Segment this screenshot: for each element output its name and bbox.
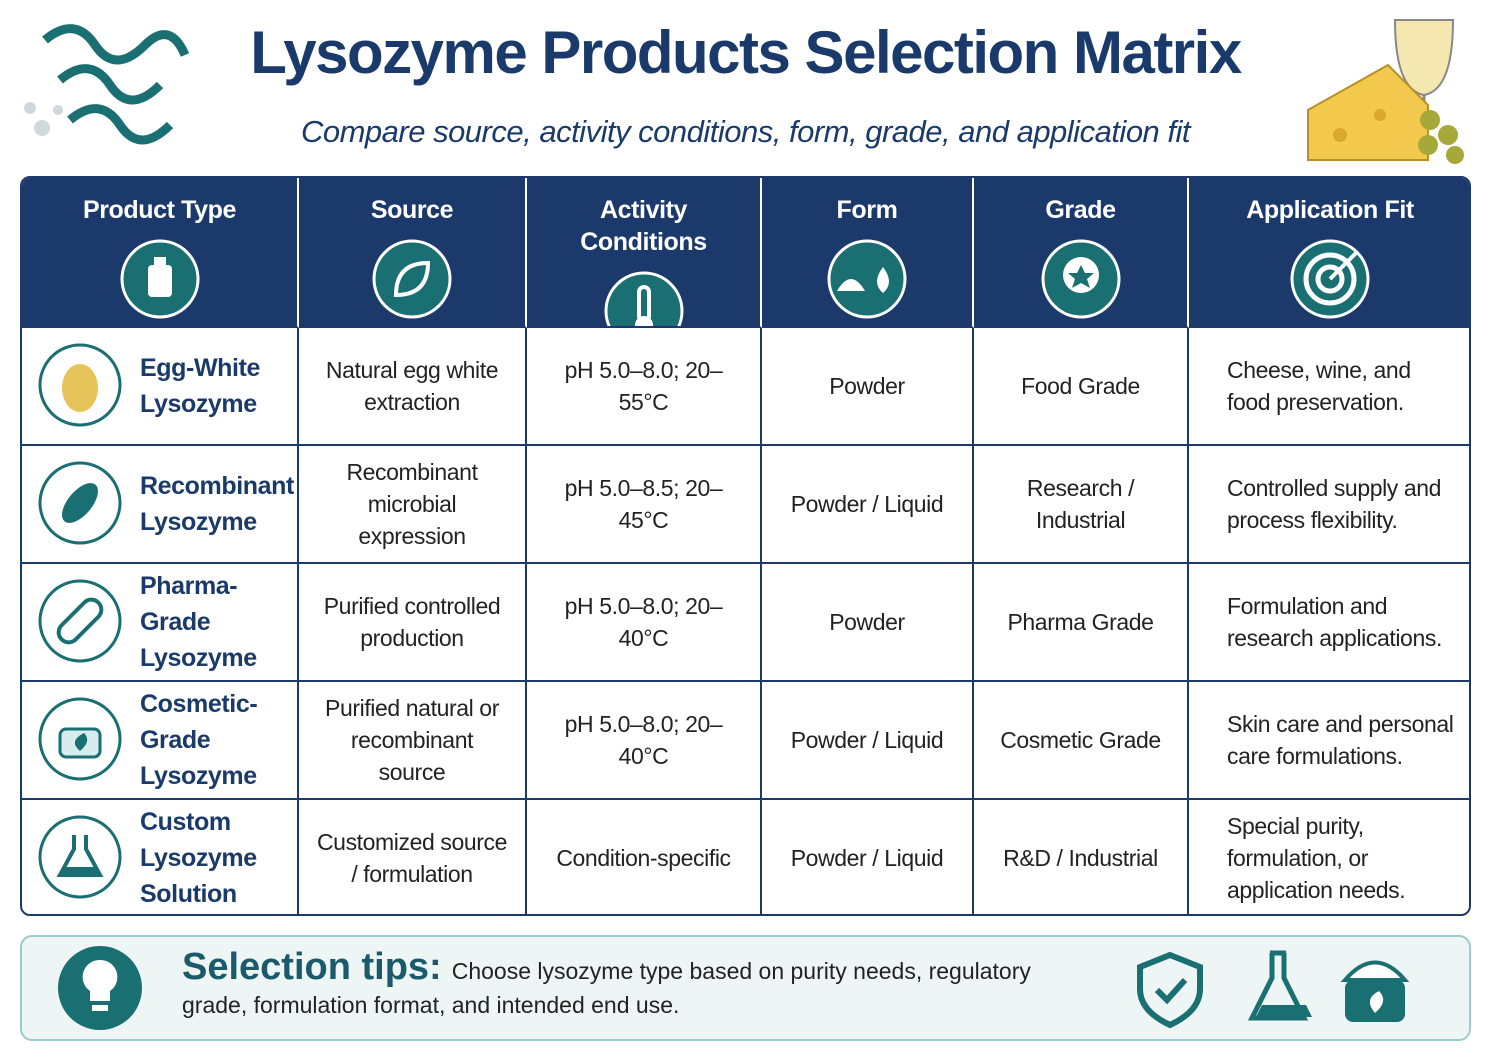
table-cell: Powder: [762, 564, 974, 682]
protein-icon: [42, 24, 190, 145]
column-header: Grade: [974, 178, 1189, 328]
column-header: Form: [762, 178, 974, 328]
column-title: Grade: [1045, 196, 1116, 224]
table-cell: pH 5.0–8.5; 20–45°C: [527, 446, 762, 564]
cell-text: Custom Lysozyme Solution: [140, 808, 257, 908]
table-cell: Skin care and personal care formulations…: [1189, 682, 1469, 800]
cell-text: Powder / Liquid: [790, 491, 944, 517]
subtitle: Compare source, activity conditions, for…: [300, 114, 1191, 149]
column-title: Activity Conditions: [580, 196, 707, 256]
cell-text: Formulation and research applications.: [1227, 593, 1442, 651]
cell-text: Special purity, formulation, or applicat…: [1227, 813, 1406, 903]
tips-text: Selection tips: Choose lysozyme type base…: [182, 948, 1102, 1022]
cheese-wine-icon: [1307, 19, 1464, 164]
cell-text: Food Grade: [1021, 373, 1140, 399]
icon: [38, 343, 122, 427]
icon: [120, 239, 199, 319]
table-cell: Powder / Liquid: [762, 800, 974, 914]
tips-body: Choose lysozyme type based on purity nee…: [182, 958, 1031, 1018]
cell-text: Natural egg white extraction: [325, 357, 499, 415]
table-cell: Formulation and research applications.: [1189, 564, 1469, 682]
table-cell: pH 5.0–8.0; 20–40°C: [527, 564, 762, 682]
table-cell: Controlled supply and process flexibilit…: [1189, 446, 1469, 564]
cell-text: Powder / Liquid: [790, 845, 944, 871]
cell-text: Cosmetic Grade: [1000, 727, 1161, 753]
column-title: Form: [836, 196, 898, 224]
product-name: Custom Lysozyme Solution: [22, 800, 299, 914]
tips-icons: [58, 946, 1410, 1030]
table-cell: Cosmetic Grade: [974, 682, 1189, 800]
product-name: Recombinant Lysozyme: [22, 446, 299, 564]
cell-text: Powder: [829, 373, 905, 399]
matrix-table: Product Type Source Activity Conditions For…: [20, 176, 1471, 916]
icon: [38, 579, 122, 663]
cell-text: Cheese, wine, and food preservation.: [1227, 357, 1411, 415]
cell-text: Pharma-Grade Lysozyme: [140, 572, 257, 672]
icon: [38, 461, 122, 545]
table-cell: Special purity, formulation, or applicat…: [1189, 800, 1469, 914]
table-cell: pH 5.0–8.0; 20–40°C: [527, 682, 762, 800]
column-title: Source: [370, 196, 454, 224]
table-cell: Purified controlled production: [299, 564, 527, 682]
cell-text: pH 5.0–8.5; 20–45°C: [564, 475, 723, 533]
table-cell: Cheese, wine, and food preservation.: [1189, 328, 1469, 446]
cell-text: Purified controlled production: [323, 593, 501, 651]
column-title: Product Type: [82, 196, 237, 224]
cell-text: Research / Industrial: [1026, 475, 1135, 533]
cell-text: Controlled supply and process flexibilit…: [1227, 475, 1442, 533]
column-title: Application Fit: [1246, 196, 1414, 224]
table-cell: Customized source / formulation: [299, 800, 527, 914]
cell-text: Pharma Grade: [1007, 609, 1154, 635]
table-cell: pH 5.0–8.0; 20–55°C: [527, 328, 762, 446]
cell-text: pH 5.0–8.0; 20–40°C: [564, 711, 723, 769]
tips-box: [20, 935, 1471, 1041]
cell-text: pH 5.0–8.0; 20–55°C: [564, 357, 723, 415]
cell-text: Skin care and personal care formulations…: [1227, 711, 1454, 769]
cell-text: Condition-specific: [556, 845, 731, 871]
table-cell: Natural egg white extraction: [299, 328, 527, 446]
product-name: Egg-White Lysozyme: [22, 328, 299, 446]
column-header: Application Fit: [1189, 178, 1469, 328]
table-cell: Research / Industrial: [974, 446, 1189, 564]
cell-text: Purified natural or recombinant source: [325, 695, 499, 785]
table-cell: R&D / Industrial: [974, 800, 1189, 914]
cell-text: Powder: [829, 609, 905, 635]
icon: [38, 697, 122, 781]
table-cell: Food Grade: [974, 328, 1189, 446]
column-header: Activity Conditions: [527, 178, 762, 328]
tips-label: Selection tips:: [182, 946, 442, 988]
cell-text: Egg-White Lysozyme: [140, 354, 260, 418]
table-cell: Powder / Liquid: [762, 682, 974, 800]
table-cell: Powder: [762, 328, 974, 446]
column-header: Source: [299, 178, 527, 328]
table-cell: Purified natural or recombinant source: [299, 682, 527, 800]
cell-text: Recombinant Lysozyme: [140, 472, 294, 536]
icon: [604, 271, 683, 326]
cell-text: R&D / Industrial: [1003, 845, 1158, 871]
cell-text: Cosmetic-Grade Lysozyme: [140, 690, 258, 790]
table-cell: Powder / Liquid: [762, 446, 974, 564]
table-cell: Pharma Grade: [974, 564, 1189, 682]
cell-text: pH 5.0–8.0; 20–40°C: [564, 593, 723, 651]
cell-text: Customized source / formulation: [316, 829, 508, 887]
cell-text: Recombinant microbial expression: [346, 459, 478, 549]
icon: [38, 815, 122, 899]
icon: [1290, 239, 1370, 319]
product-name: Pharma-Grade Lysozyme: [22, 564, 299, 682]
icon: [827, 239, 907, 319]
icon: [1041, 239, 1120, 319]
table-cell: Recombinant microbial expression: [299, 446, 527, 564]
icon: [372, 239, 452, 319]
column-header: Product Type: [22, 178, 299, 328]
table-cell: Condition-specific: [527, 800, 762, 914]
title: Lysozyme Products Selection Matrix: [250, 19, 1242, 86]
product-name: Cosmetic-Grade Lysozyme: [22, 682, 299, 800]
cell-text: Powder / Liquid: [790, 727, 944, 753]
